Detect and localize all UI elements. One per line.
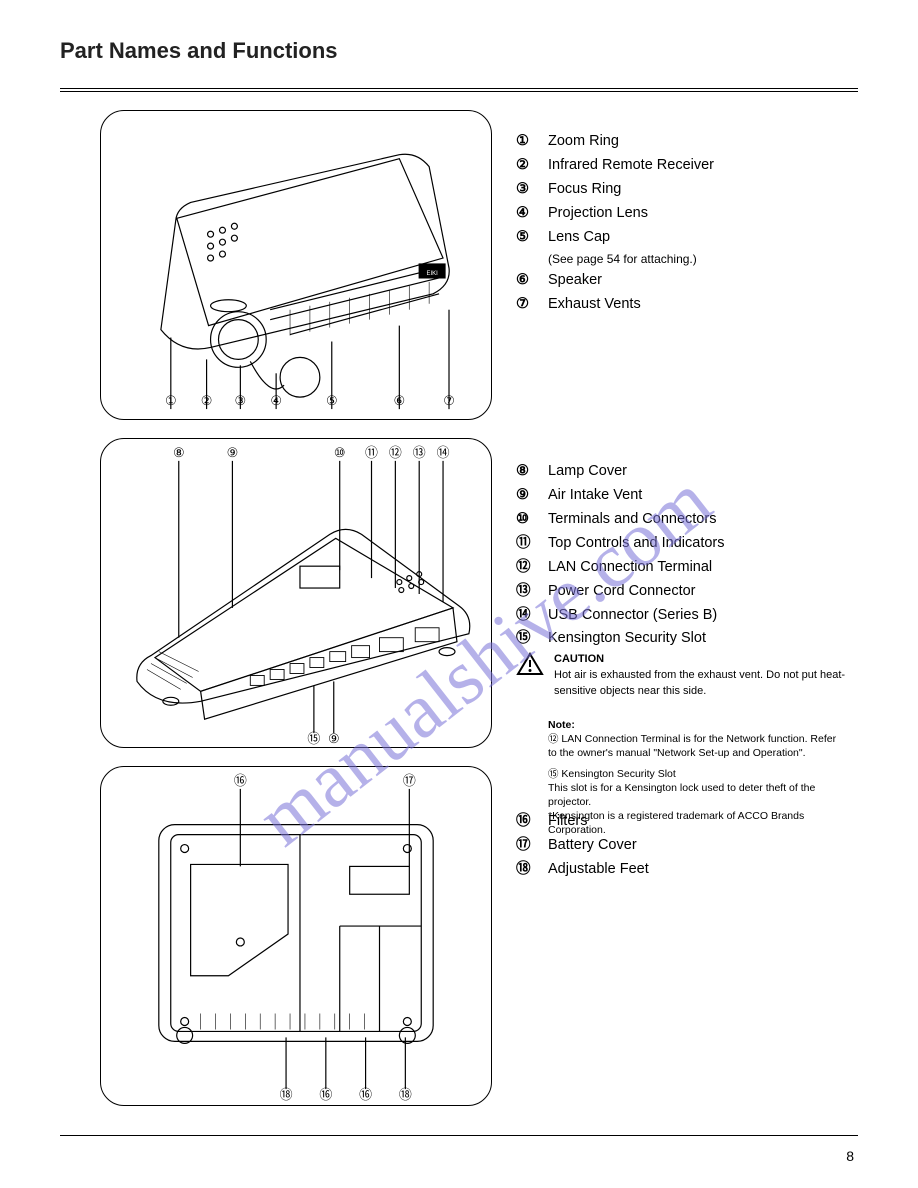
callout-num: ⑭ [516,604,538,628]
callout-label: Terminals and Connectors [548,508,716,532]
svg-text:⑪: ⑪ [365,445,378,460]
figure-bottom-view: ⑯ ⑰ ⑱ ⑯ ⑯ ⑱ [100,766,492,1106]
callout-label: LAN Connection Terminal [548,556,712,580]
svg-text:⑯: ⑯ [319,1087,332,1102]
warning-triangle-icon [516,652,544,676]
note-title: Note: [548,718,838,732]
svg-text:⑱: ⑱ [399,1087,412,1102]
callout-label: Infrared Remote Receiver [548,154,714,178]
svg-text:③: ③ [235,393,247,408]
callout-num: ⑥ [516,269,538,293]
callout-label: USB Connector (Series B) [548,604,717,628]
callout-num: ⑩ [516,508,538,532]
header-rule [60,88,858,92]
callout-list-c: ⑯ Filters ⑰ Battery Cover ⑱ Adjustable Feet [516,810,649,882]
callout-label: Exhaust Vents [548,293,641,317]
callout-num: ⑨ [516,484,538,508]
svg-text:⑧: ⑧ [173,445,185,460]
callout-label: Air Intake Vent [548,484,642,508]
callout-num: ⑦ [516,293,538,317]
svg-text:⑤: ⑤ [326,393,338,408]
callout-label: Filters [548,810,587,834]
footer-rule [60,1135,858,1136]
callout-label: Top Controls and Indicators [548,532,725,556]
figure-rear-view: ⑧ ⑨ ⑩ ⑪ ⑫ ⑬ ⑭ ⑮ ⑨ [100,438,492,748]
callout-num: ④ [516,202,538,226]
page-number: 8 [846,1148,854,1164]
callout-num: ⑤ [516,226,538,250]
manual-page: Part Names and Functions [0,0,918,1188]
callout-label: Speaker [548,269,602,293]
figures-column: ① ② ③ ④ ⑤ ⑥ ⑦ EIKI [100,110,492,1106]
callout-note: (See page 54 for attaching.) [548,250,714,270]
callout-num: ② [516,154,538,178]
page-title: Part Names and Functions [60,38,338,64]
callout-num: ⑮ [516,627,538,651]
callout-list-b: ⑧ Lamp Cover ⑨ Air Intake Vent ⑩ Terminals … [516,460,725,651]
callout-num: ⑱ [516,858,538,882]
callout-num: ① [516,130,538,154]
svg-text:⑥: ⑥ [394,393,406,408]
svg-text:④: ④ [270,393,282,408]
caution-block: CAUTION Hot air is exhausted from the ex… [516,652,846,700]
callout-num: ⑧ [516,460,538,484]
callout-label: Kensington Security Slot [548,627,706,651]
svg-text:①: ① [165,393,177,408]
callout-label: Lamp Cover [548,460,627,484]
content-row: ① ② ③ ④ ⑤ ⑥ ⑦ EIKI [60,110,858,1106]
callout-list-a: ① Zoom Ring ② Infrared Remote Receiver ③ Fo… [516,130,714,317]
svg-text:⑨: ⑨ [227,445,239,460]
svg-text:⑩: ⑩ [334,445,346,460]
caution-text: CAUTION Hot air is exhausted from the ex… [554,652,846,700]
page-header: Part Names and Functions [60,36,858,80]
caution-label: CAUTION [554,653,604,665]
callout-num: ⑯ [516,810,538,834]
svg-text:⑯: ⑯ [359,1087,372,1102]
svg-text:⑦: ⑦ [443,393,455,408]
svg-text:⑮: ⑮ [307,731,320,746]
callout-num: ③ [516,178,538,202]
callout-label: Projection Lens [548,202,648,226]
callout-label: Adjustable Feet [548,858,649,882]
callout-num: ⑫ [516,556,538,580]
svg-text:⑫: ⑫ [389,445,402,460]
svg-text:⑭: ⑭ [437,445,450,460]
svg-text:⑯: ⑯ [234,773,247,788]
svg-text:⑱: ⑱ [280,1087,293,1102]
callout-label: Zoom Ring [548,130,619,154]
note-line: ⑫ LAN Connection Terminal is for the Net… [548,732,838,760]
callout-num: ⑪ [516,532,538,556]
labels-column: ① Zoom Ring ② Infrared Remote Receiver ③ Fo… [516,110,858,1106]
svg-text:⑬: ⑬ [413,445,426,460]
callout-label: Focus Ring [548,178,621,202]
callout-label: Lens Cap [548,226,610,250]
callout-label: Battery Cover [548,834,637,858]
svg-text:⑨: ⑨ [328,731,340,746]
callout-num: ⑰ [516,834,538,858]
callout-num: ⑬ [516,580,538,604]
svg-text:EIKI: EIKI [426,271,438,277]
callout-label: Power Cord Connector [548,580,696,604]
caution-body: Hot air is exhausted from the exhaust ve… [554,668,846,700]
svg-text:⑰: ⑰ [403,773,416,788]
figure-front-view: ① ② ③ ④ ⑤ ⑥ ⑦ EIKI [100,110,492,420]
svg-text:②: ② [201,393,213,408]
